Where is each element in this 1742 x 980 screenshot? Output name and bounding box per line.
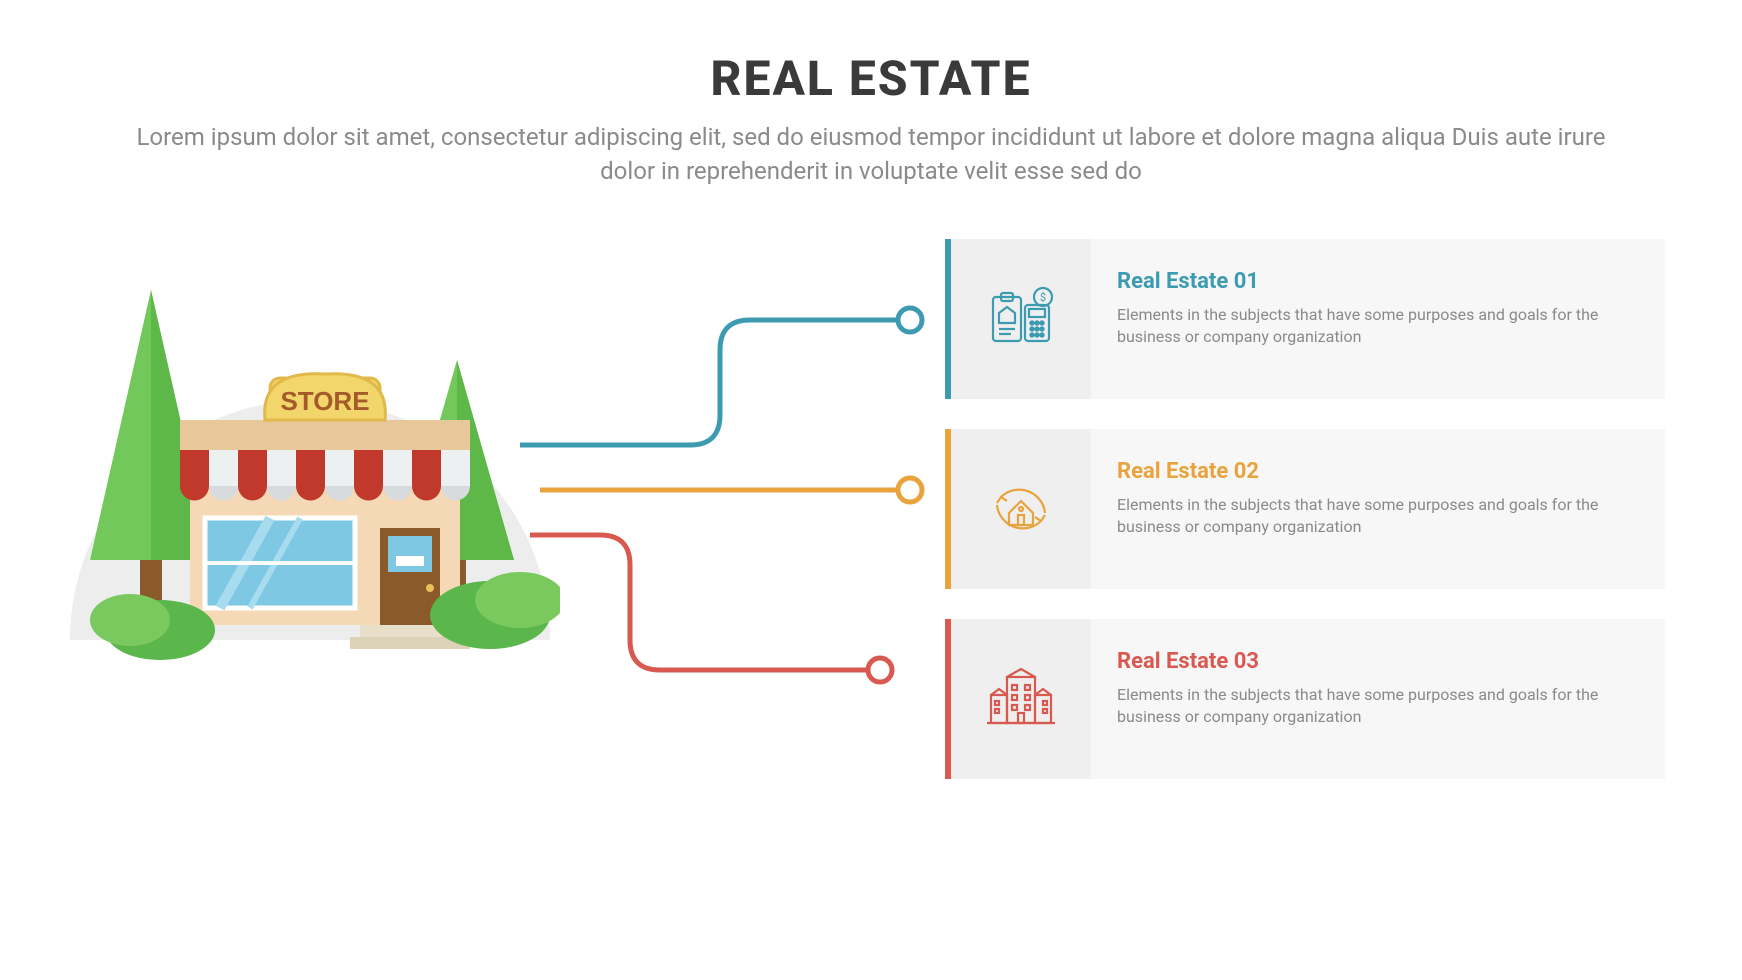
card-desc: Elements in the subjects that have some … (1117, 304, 1639, 347)
header: REAL ESTATE Lorem ipsum dolor sit amet, … (0, 0, 1742, 188)
card-body: Real Estate 02 Elements in the subjects … (1091, 429, 1665, 589)
card-real-estate-1: $ Real Estate 01 Elements in the subject… (945, 239, 1665, 399)
card-body: Real Estate 01 Elements in the subjects … (1091, 239, 1665, 399)
store-sign-text: STORE (280, 386, 369, 416)
buildings-icon (951, 619, 1091, 779)
page-title: REAL ESTATE (0, 50, 1742, 107)
card-real-estate-3: Real Estate 03 Elements in the subjects … (945, 619, 1665, 779)
page-subtitle: Lorem ipsum dolor sit amet, consectetur … (121, 121, 1621, 188)
card-title: Real Estate 03 (1117, 649, 1639, 674)
card-desc: Elements in the subjects that have some … (1117, 684, 1639, 727)
card-list: $ Real Estate 01 Elements in the subject… (945, 239, 1665, 809)
card-title: Real Estate 01 (1117, 269, 1639, 294)
card-desc: Elements in the subjects that have some … (1117, 494, 1639, 537)
card-body: Real Estate 03 Elements in the subjects … (1091, 619, 1665, 779)
store-illustration: STORE (60, 270, 560, 690)
house-cycle-icon (951, 429, 1091, 589)
clipboard-calc-icon: $ (951, 239, 1091, 399)
card-real-estate-2: Real Estate 02 Elements in the subjects … (945, 429, 1665, 589)
card-title: Real Estate 02 (1117, 459, 1639, 484)
connector-lines (500, 240, 960, 760)
svg-text:$: $ (1040, 291, 1046, 304)
